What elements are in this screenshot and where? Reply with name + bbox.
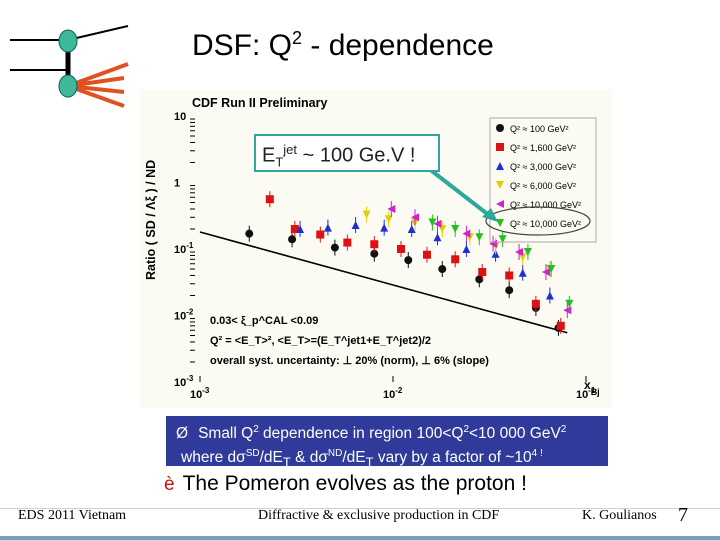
data-point-series-4 [515, 248, 524, 257]
annotation-q2-def: Q² = <E_T>², <E_T>=(E_T^jet1+E_T^jet2)/2 [210, 335, 431, 347]
data-point-series-2 [351, 220, 360, 229]
callout-arrow [426, 166, 498, 222]
fit-line [199, 231, 568, 334]
data-point-series-2 [545, 291, 554, 300]
y-tick-label: 10-1 [174, 241, 194, 256]
legend-highlight-ellipse [485, 206, 591, 236]
data-point-series-2 [518, 268, 527, 277]
data-point-series-1 [265, 195, 274, 204]
data-point-series-0 [245, 229, 254, 238]
data-point-series-4 [541, 268, 550, 277]
data-point-series-0 [505, 286, 514, 295]
summary-box: Ø Small Q2 dependence in region 100<Q2<10… [166, 416, 608, 469]
legend-marker [496, 200, 504, 208]
legend-label: Q² ≈ 10,000 GeV² [510, 200, 581, 210]
data-point-series-0 [475, 275, 484, 284]
data-point-series-3 [384, 215, 393, 224]
footer-conference: EDS 2011 Vietnam [18, 508, 127, 523]
chart-title: CDF Run II Preliminary [192, 96, 327, 110]
legend-frame [489, 117, 597, 243]
summary-line-1: Ø Small Q2 dependence in region 100<Q2<10… [176, 424, 567, 443]
slide-title: DSF: Q2 - dependence [192, 28, 494, 62]
footer-author: K. Goulianos [582, 508, 657, 523]
x-tick-label: 10-3 [190, 386, 210, 401]
legend-label: Q² ≈ 1,600 GeV² [510, 143, 576, 153]
data-point-series-5 [475, 233, 484, 242]
legend-marker [496, 162, 504, 170]
data-point-series-1 [343, 238, 352, 247]
data-point-series-4 [433, 219, 442, 228]
data-point-series-1 [531, 299, 540, 308]
diagram-icon [10, 25, 129, 108]
annotation-xi-range: 0.03< ξ_p^CAL <0.09 [210, 315, 318, 327]
legend-marker [496, 143, 504, 151]
y-axis-label: Ratio ( SD / Λξ ) / ND [144, 160, 158, 280]
y-tick-label: 10 [174, 111, 186, 123]
footer-bar [0, 536, 720, 540]
data-point-series-3 [518, 253, 527, 262]
data-point-series-5 [498, 235, 507, 244]
footer-talk-title: Diffractive & exclusive production in CD… [258, 508, 500, 523]
x-tick-label: 10-1 [576, 386, 596, 401]
data-point-series-1 [370, 240, 379, 249]
data-point-series-5 [523, 248, 532, 257]
data-point-series-1 [505, 271, 514, 280]
data-point-series-2 [433, 233, 442, 242]
data-point-series-1 [316, 230, 325, 239]
arrow-right-icon: è [164, 474, 175, 495]
legend-label: Q² ≈ 3,000 GeV² [510, 162, 576, 172]
data-point-series-2 [323, 223, 332, 232]
data-point-series-5 [451, 224, 460, 233]
data-point-series-1 [422, 250, 431, 259]
data-point-series-3 [362, 210, 371, 219]
legend-marker [496, 219, 504, 227]
annotation-syst: overall syst. uncertainty: ⊥ 20% (norm),… [210, 355, 489, 367]
x-axis-label: xBj [584, 378, 600, 397]
legend-marker [496, 181, 504, 189]
data-point-series-5 [428, 218, 437, 227]
data-point-series-1 [478, 268, 487, 277]
data-point-series-0 [330, 243, 339, 252]
y-tick-label: 10-2 [174, 308, 194, 323]
page-number: 7 [678, 504, 688, 526]
data-point-series-1 [451, 255, 460, 264]
legend-label: Q² ≈ 10,000 GeV² [510, 219, 581, 229]
data-point-series-5 [565, 299, 574, 308]
data-point-series-1 [290, 224, 299, 233]
data-point-series-1 [396, 245, 405, 253]
legend-marker [496, 124, 504, 132]
y-tick-label: 1 [174, 178, 180, 190]
footer-divider [0, 508, 720, 509]
y-tick-label: 10-3 [174, 374, 194, 389]
data-point-series-2 [407, 224, 416, 233]
data-point-series-2 [380, 223, 389, 232]
et-callout: ETjet ~ 100 Ge.V ! [254, 134, 440, 172]
summary-line-2: where dσSD/dET & dσND/dET vary by a fact… [181, 448, 543, 470]
data-point-series-2 [296, 224, 305, 233]
legend-label: Q² ≈ 100 GeV² [510, 124, 568, 134]
data-point-series-0 [404, 256, 413, 265]
data-point-series-0 [438, 265, 447, 274]
x-tick-label: 10-2 [383, 386, 403, 401]
data-point-series-1 [556, 321, 565, 330]
conclusion-text: è The Pomeron evolves as the proton ! [164, 472, 527, 495]
data-point-series-5 [547, 265, 556, 274]
data-point-series-2 [462, 245, 471, 253]
chart: 10 1 10-1 10-2 10-310-3 10-2 10-1 Q² ≈ 100 GeV… [144, 96, 600, 401]
legend-label: Q² ≈ 6,000 GeV² [510, 181, 576, 191]
data-point-series-0 [288, 235, 297, 244]
data-point-series-0 [370, 249, 379, 258]
data-point-series-4 [410, 213, 419, 222]
data-point-series-4 [462, 229, 471, 238]
data-point-series-4 [387, 204, 396, 213]
